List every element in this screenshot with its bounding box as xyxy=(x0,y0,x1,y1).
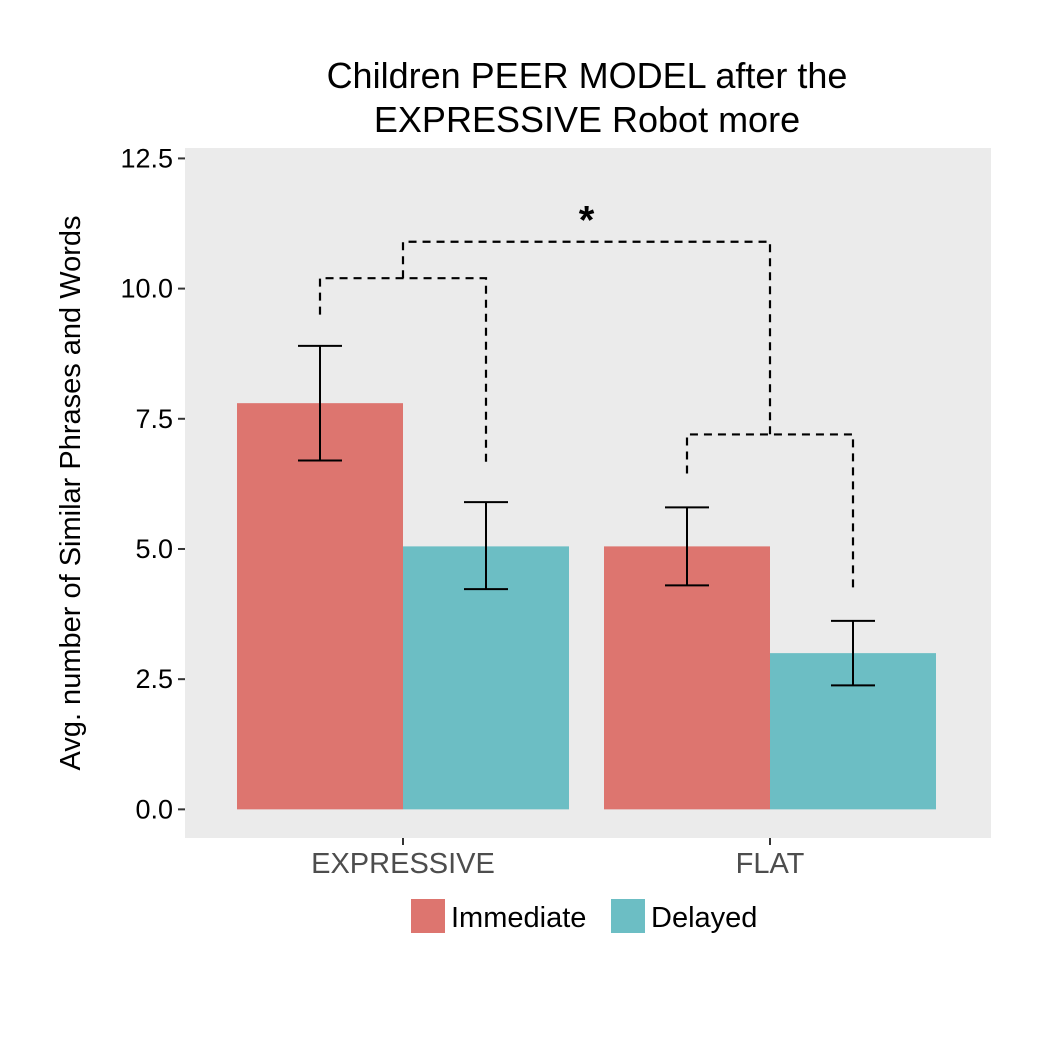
bracket-expressive xyxy=(318,277,488,466)
y-axis: 0.0 2.5 5.0 7.5 10.0 12.5 xyxy=(120,143,185,824)
significance-brackets: * xyxy=(318,199,855,589)
legend-swatch-immediate xyxy=(411,899,445,933)
y-tick-label-1: 2.5 xyxy=(135,664,173,694)
x-axis: EXPRESSIVE FLAT xyxy=(311,838,805,880)
bar-delayed-expressive xyxy=(403,546,569,810)
y-tick-label-4: 10.0 xyxy=(120,274,173,304)
bracket-flat xyxy=(685,433,855,589)
x-tick-label-expressive: EXPRESSIVE xyxy=(311,848,495,880)
y-tick-label-2: 5.0 xyxy=(135,534,173,564)
bar-immediate-flat xyxy=(604,546,770,810)
bracket-between-groups xyxy=(401,240,772,435)
chart-title-line-2: EXPRESSIVE Robot more xyxy=(374,99,800,140)
chart-marks xyxy=(237,344,936,810)
legend-label-delayed: Delayed xyxy=(651,902,757,934)
bar-immediate-expressive xyxy=(237,403,403,810)
significance-label: * xyxy=(579,199,595,243)
legend: Immediate Delayed xyxy=(411,899,757,934)
y-tick-label-0: 0.0 xyxy=(135,794,173,824)
chart-title-line-1: Children PEER MODEL after the xyxy=(327,55,848,96)
x-tick-label-flat: FLAT xyxy=(736,848,805,880)
y-tick-label-5: 12.5 xyxy=(120,143,173,173)
legend-label-immediate: Immediate xyxy=(451,902,586,934)
legend-swatch-delayed xyxy=(611,899,645,933)
y-axis-label: Avg. number of Similar Phrases and Words xyxy=(55,215,87,770)
y-tick-label-3: 7.5 xyxy=(135,404,173,434)
